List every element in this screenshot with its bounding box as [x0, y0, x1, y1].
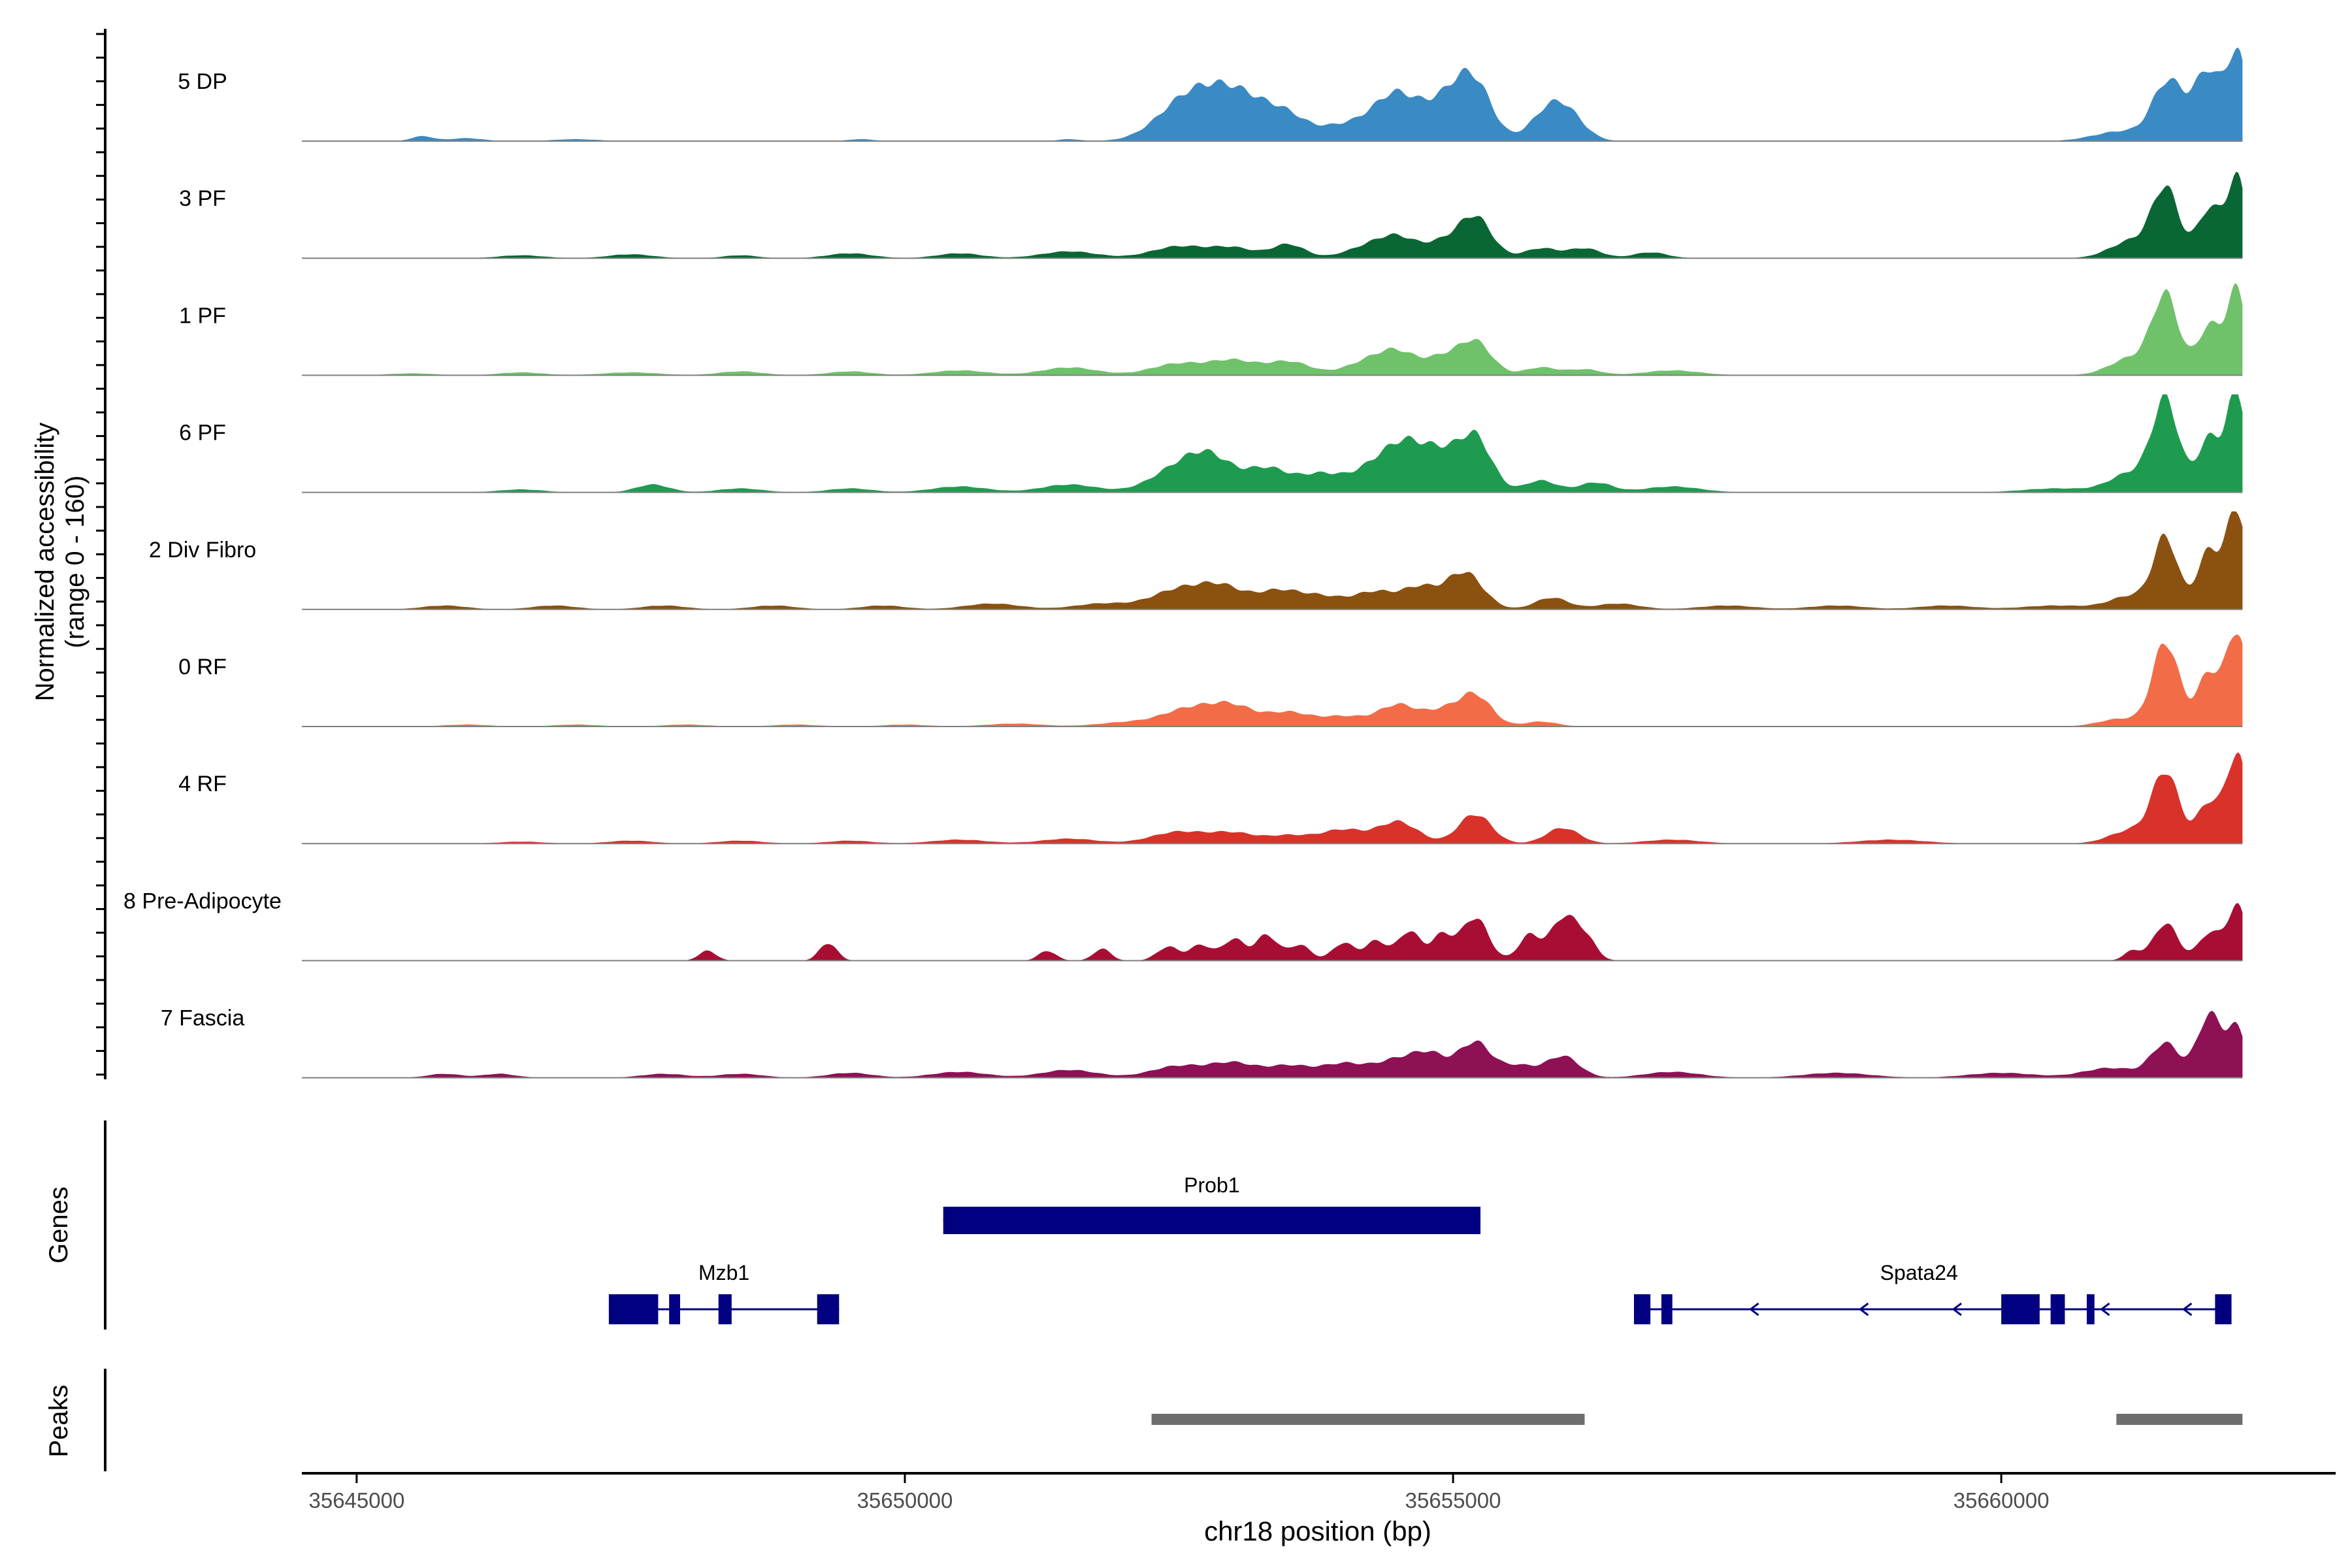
strand-arrow — [1749, 1302, 1759, 1316]
track-3-pf: 3 PF — [179, 172, 2243, 259]
track-label: 3 PF — [179, 186, 226, 211]
x-tick-label: 35650000 — [857, 1488, 953, 1512]
gene-annotations: Prob1 Mzb1 Spata24 — [608, 1173, 2232, 1324]
gene-exon — [943, 1207, 1481, 1234]
gene-exon — [2215, 1294, 2232, 1324]
gene-label: Spata24 — [1880, 1261, 1958, 1284]
peak-regions — [1151, 1414, 2243, 1425]
gene-mzb1: Mzb1 — [608, 1261, 840, 1324]
track-5-dp: 5 DP — [178, 47, 2243, 142]
track-7-fascia: 7 Fascia — [161, 1006, 2243, 1079]
x-tick-label: 35655000 — [1405, 1488, 1501, 1512]
gene-spata24: Spata24 — [1633, 1261, 2232, 1324]
y-axis-ticks — [96, 33, 105, 1076]
gene-exon — [817, 1294, 840, 1324]
gene-exon — [1633, 1294, 1651, 1324]
gene-exon — [669, 1294, 680, 1324]
gene-exon — [718, 1294, 732, 1324]
track-label: 7 Fascia — [161, 1006, 245, 1031]
track-8-pre-adipocyte: 8 Pre-Adipocyte — [123, 889, 2243, 962]
coverage-tracks: 5 DP 3 PF 1 PF 6 PF 2 Div Fibro 0 RF 4 RF 8 Pre… — [123, 47, 2243, 1079]
track-label: 6 PF — [179, 421, 226, 446]
coverage-area — [302, 394, 2243, 493]
gene-prob1: Prob1 — [943, 1173, 1481, 1234]
y-axis-title-line1: Normalized accessibility — [31, 423, 59, 702]
gene-label: Prob1 — [1184, 1173, 1239, 1197]
track-label: 1 PF — [179, 303, 226, 328]
peak-region — [1151, 1414, 1585, 1425]
track-label: 8 Pre-Adipocyte — [123, 889, 282, 913]
track-0-rf: 0 RF — [178, 634, 2243, 727]
coverage-area — [302, 511, 2243, 610]
strand-arrow — [1858, 1302, 1869, 1316]
track-label: 4 RF — [178, 772, 227, 796]
coverage-area — [302, 903, 2243, 961]
peaks-panel-label: Peaks — [44, 1384, 73, 1457]
track-label: 5 DP — [178, 69, 227, 94]
gene-label: Mzb1 — [698, 1261, 749, 1284]
x-axis-ticks: 35645000 35650000 35655000 35660000 — [308, 1473, 2050, 1512]
genes-panel-label: Genes — [44, 1186, 73, 1264]
track-6-pf: 6 PF — [179, 394, 2243, 493]
gene-exon — [2050, 1294, 2065, 1324]
track-1-pf: 1 PF — [179, 283, 2243, 376]
coverage-area — [302, 47, 2243, 141]
gene-exon — [1661, 1294, 1673, 1324]
gene-exon — [608, 1294, 659, 1324]
x-axis-title: chr18 position (bp) — [1204, 1516, 1431, 1546]
strand-arrow — [2100, 1302, 2110, 1316]
x-tick-label: 35645000 — [308, 1488, 404, 1512]
track-label: 0 RF — [178, 655, 227, 679]
strand-arrow — [2181, 1302, 2193, 1316]
strand-arrow — [1952, 1302, 1962, 1316]
gene-exon — [2001, 1294, 2040, 1324]
y-axis-title-line2: (range 0 - 160) — [61, 476, 90, 649]
track-label: 2 Div Fibro — [149, 538, 256, 563]
track-2-div-fibro: 2 Div Fibro — [149, 511, 2243, 610]
x-tick-label: 35660000 — [1953, 1488, 2050, 1512]
gene-exon — [2087, 1294, 2095, 1324]
track-4-rf: 4 RF — [178, 752, 2243, 845]
peak-region — [2116, 1414, 2243, 1425]
y-axis-title: Normalized accessibility (range 0 - 160) — [31, 423, 90, 702]
